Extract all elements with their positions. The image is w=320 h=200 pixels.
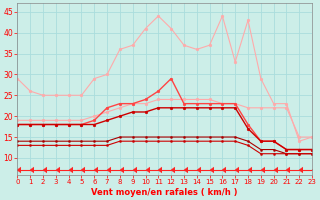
X-axis label: Vent moyen/en rafales ( km/h ): Vent moyen/en rafales ( km/h ) — [92, 188, 238, 197]
